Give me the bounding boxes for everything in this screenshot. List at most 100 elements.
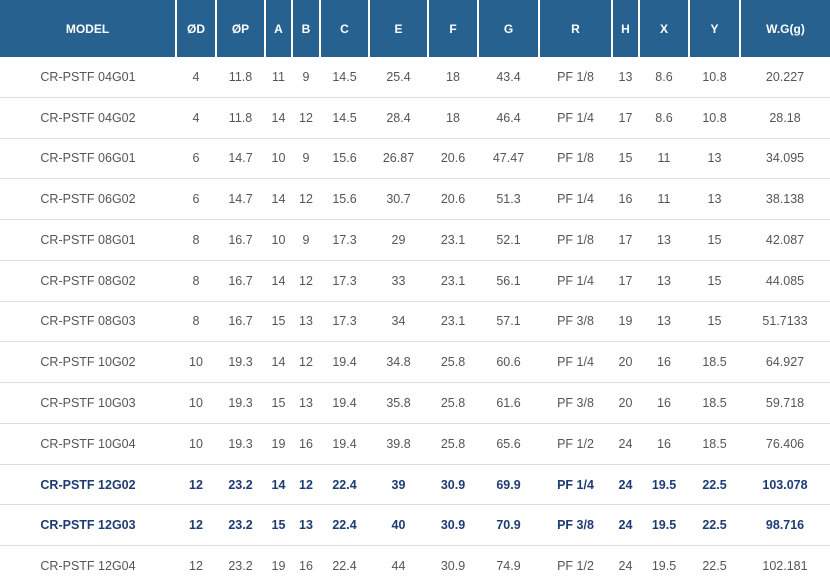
value-cell: 22.5	[689, 464, 740, 506]
value-cell: 64.927	[740, 341, 830, 384]
value-cell: 52.1	[478, 219, 539, 261]
column-header-c: C	[320, 0, 370, 57]
value-cell: 26.87	[369, 138, 428, 180]
value-cell: PF 1/8	[539, 138, 612, 180]
value-cell: 10	[176, 341, 216, 384]
value-cell: 16.7	[216, 219, 265, 261]
value-cell: 16	[612, 178, 639, 221]
column-header-f: F	[428, 0, 479, 57]
value-cell: 8	[176, 260, 216, 302]
value-cell: PF 1/4	[539, 341, 612, 384]
column-header-od: ØD	[176, 0, 217, 57]
value-cell: 13	[292, 301, 320, 343]
value-cell: 22.4	[332, 559, 357, 574]
value-cell: 30.9	[428, 504, 478, 547]
value-cell: 19.3	[216, 341, 265, 384]
value-cell: 12	[292, 341, 320, 384]
value-cell: 8	[176, 301, 216, 343]
value-cell: 22.4	[320, 464, 369, 506]
value-cell: 10	[176, 423, 216, 465]
value-cell: 74.9	[496, 559, 521, 574]
value-cell: 20.6	[428, 138, 478, 180]
value-cell: 30.9	[440, 559, 466, 574]
value-cell: 23.2	[216, 504, 265, 547]
value-cell: 20	[612, 341, 639, 384]
value-cell: 20.6	[428, 178, 478, 221]
value-cell: 13	[292, 382, 320, 424]
value-cell: 10	[265, 219, 292, 261]
value-cell: 22.5	[702, 559, 727, 574]
value-cell: 16.7	[216, 260, 265, 302]
column-header-h: H	[612, 0, 640, 57]
value-cell: 13	[689, 138, 740, 180]
value-cell: PF 1/2	[557, 559, 594, 574]
value-cell: 51.7133	[740, 301, 830, 343]
value-cell: 24	[618, 559, 633, 574]
column-header-op: ØP	[216, 0, 266, 57]
value-cell: 18	[428, 57, 478, 98]
column-header-model: MODEL	[0, 0, 177, 57]
value-cell: 11	[265, 57, 292, 98]
value-cell: 19.5	[639, 464, 689, 506]
value-cell: 76.406	[740, 423, 830, 465]
value-cell: 14.5	[320, 57, 369, 98]
value-cell: 14.7	[216, 178, 265, 221]
value-cell: 12	[292, 464, 320, 506]
value-cell: 34.095	[740, 138, 830, 180]
value-cell: PF 1/4	[539, 178, 612, 221]
table-body: CR-PSTF 04G01 4 11.8 11 9 14.5 25.4 18 43.4 PF 1/…	[0, 57, 830, 586]
value-cell: 30.9	[428, 464, 478, 506]
value-cell: 22.4	[320, 504, 369, 547]
value-cell: 11	[639, 138, 689, 180]
value-cell: 69.9	[478, 464, 539, 506]
value-cell: 10.8	[689, 57, 740, 98]
value-cell: 16	[292, 423, 320, 465]
value-cell: 33	[369, 260, 428, 302]
model-cell: CR-PSTF 08G03	[0, 301, 176, 343]
value-cell: 17	[612, 260, 639, 302]
value-cell: 51.3	[478, 178, 539, 221]
value-cell: 42.087	[740, 219, 830, 261]
value-cell: 10	[176, 382, 216, 424]
table-row: CR-PSTF 08G02 8 16.7 14 12 17.3 33 23.1 56.1 PF 1…	[0, 260, 830, 302]
value-cell: PF 1/4	[539, 260, 612, 302]
value-cell: 60.6	[478, 341, 539, 384]
value-cell: 15.6	[320, 138, 369, 180]
value-cell: 24	[612, 504, 639, 547]
value-cell: 6	[176, 178, 216, 221]
value-cell: 15	[689, 260, 740, 302]
value-cell: 29	[369, 219, 428, 261]
value-cell: 11.8	[216, 97, 265, 139]
value-cell: 40	[369, 504, 428, 547]
value-cell: 65.6	[478, 423, 539, 465]
value-cell: 23.2	[216, 464, 265, 506]
value-cell: 4	[176, 97, 216, 139]
value-cell: 35.8	[369, 382, 428, 424]
value-cell: 15	[265, 301, 292, 343]
model-cell: CR-PSTF 04G02	[0, 97, 176, 139]
model-cell: CR-PSTF 08G01	[0, 219, 176, 261]
table-row: CR-PSTF 10G03 10 19.3 15 13 19.4 35.8 25.8 61.6 P…	[0, 382, 830, 424]
value-cell: 19	[612, 301, 639, 343]
value-cell: 15.6	[320, 178, 369, 221]
value-cell: 8	[176, 219, 216, 261]
value-cell: PF 1/8	[539, 219, 612, 261]
model-cell: CR-PSTF 12G02	[0, 464, 176, 506]
value-cell: 19.5	[639, 504, 689, 547]
model-cell: CR-PSTF 12G03	[0, 504, 176, 547]
value-cell: 12	[189, 559, 203, 574]
value-cell: 24	[612, 464, 639, 506]
value-cell: 9	[292, 138, 320, 180]
value-cell: 34	[369, 301, 428, 343]
value-cell: 13	[292, 504, 320, 547]
value-cell: 12	[292, 260, 320, 302]
value-cell: PF 3/8	[539, 504, 612, 547]
table-row: CR-PSTF 12G04 12 23.2 19 16 22.4 44 30.9 74.9 PF …	[0, 546, 830, 586]
model-cell: CR-PSTF 10G02	[0, 341, 176, 384]
value-cell: 20.227	[740, 57, 830, 98]
value-cell: 16	[639, 382, 689, 424]
table-row: CR-PSTF 12G03 12 23.2 15 13 22.4 40 30.9 70.9 PF …	[0, 504, 830, 547]
value-cell: 28.18	[740, 97, 830, 139]
value-cell: 8.6	[639, 97, 689, 139]
value-cell: 25.8	[428, 423, 478, 465]
